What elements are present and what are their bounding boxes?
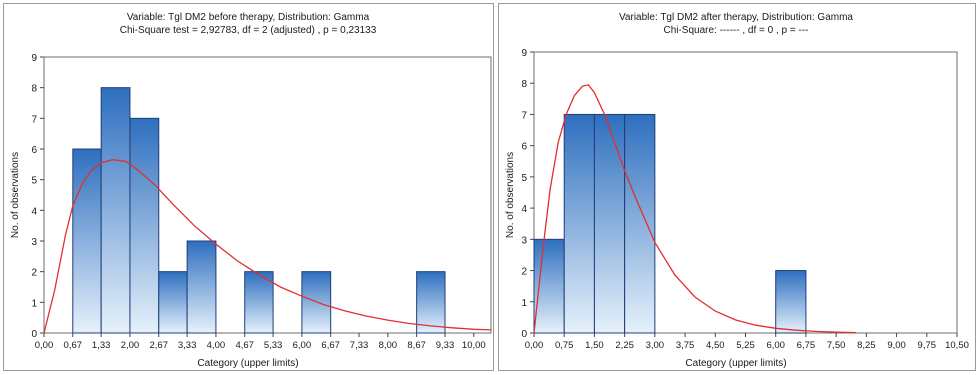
histogram-bar xyxy=(563,113,595,334)
chart-subtitle: Chi-Square: ------ , df = 0 , p = --- xyxy=(663,25,808,36)
y-tick-label: 5 xyxy=(31,176,37,187)
x-tick-label: 7,50 xyxy=(827,340,846,351)
x-tick-label: 4,50 xyxy=(706,340,725,351)
histogram-bar xyxy=(244,271,274,334)
chart-title: Variable: Tgl DM2 after therapy, Distrib… xyxy=(619,12,853,23)
x-tick-label: 5,33 xyxy=(264,340,283,351)
y-tick-label: 1 xyxy=(521,298,527,309)
x-tick-label: 8,00 xyxy=(379,340,398,351)
x-tick-label: 0,00 xyxy=(525,340,544,351)
x-axis-label: Category (upper limits) xyxy=(197,358,298,369)
x-tick-label: 1,33 xyxy=(92,340,111,351)
fitted-gamma-curve xyxy=(533,84,857,334)
x-tick-label: 8,25 xyxy=(857,340,876,351)
x-tick-label: 6,75 xyxy=(797,340,816,351)
y-tick-label: 8 xyxy=(521,79,527,90)
y-tick-label: 9 xyxy=(521,48,527,59)
histogram-bar xyxy=(416,271,446,334)
x-tick-label: 0,67 xyxy=(64,340,83,351)
x-tick-label: 10,50 xyxy=(945,340,969,351)
x-tick-label: 9,75 xyxy=(918,340,937,351)
y-axis-label: No. of observations xyxy=(505,152,516,238)
y-tick-label: 8 xyxy=(31,84,37,95)
x-tick-label: 2,67 xyxy=(150,340,169,351)
histogram-bar xyxy=(624,113,656,334)
x-tick-label: 2,00 xyxy=(121,340,140,351)
y-tick-label: 7 xyxy=(521,110,527,121)
histogram-bar xyxy=(100,87,131,334)
chart-canvas: Variable: Tgl DM2 before therapy, Distri… xyxy=(10,12,492,369)
y-tick-label: 6 xyxy=(521,142,527,153)
y-tick-label: 0 xyxy=(31,329,37,340)
x-tick-label: 6,00 xyxy=(766,340,785,351)
histogram-bar xyxy=(186,240,217,334)
histogram-bar xyxy=(72,148,102,334)
x-tick-label: 6,00 xyxy=(293,340,312,351)
y-tick-label: 4 xyxy=(31,206,37,217)
fitted-gamma-curve xyxy=(43,159,492,334)
histogram-bar xyxy=(129,117,160,334)
x-tick-label: 4,67 xyxy=(235,340,254,351)
histogram-before-therapy: Variable: Tgl DM2 before therapy, Distri… xyxy=(3,3,494,371)
x-tick-label: 0,00 xyxy=(35,340,54,351)
y-tick-label: 2 xyxy=(521,267,527,278)
y-tick-label: 7 xyxy=(31,114,37,125)
y-axis-label: No. of observations xyxy=(10,152,21,238)
x-tick-label: 3,75 xyxy=(676,340,695,351)
y-tick-label: 3 xyxy=(521,235,527,246)
x-tick-label: 9,33 xyxy=(436,340,455,351)
y-tick-label: 5 xyxy=(521,173,527,184)
y-tick-label: 6 xyxy=(31,145,37,156)
x-tick-label: 10,00 xyxy=(462,340,486,351)
histogram-bar xyxy=(593,113,626,334)
histogram-bar xyxy=(775,270,807,334)
y-tick-label: 2 xyxy=(31,268,37,279)
x-tick-label: 1,50 xyxy=(585,340,604,351)
histogram-after-therapy: Variable: Tgl DM2 after therapy, Distrib… xyxy=(498,3,976,371)
x-tick-label: 9,00 xyxy=(887,340,906,351)
x-tick-label: 3,33 xyxy=(178,340,197,351)
y-tick-label: 3 xyxy=(31,237,37,248)
y-tick-label: 1 xyxy=(31,298,37,309)
y-tick-label: 4 xyxy=(521,204,527,215)
x-tick-label: 2,25 xyxy=(615,340,634,351)
histogram-bar xyxy=(158,271,188,334)
x-tick-label: 6,67 xyxy=(321,340,340,351)
x-tick-label: 0,75 xyxy=(555,340,574,351)
x-tick-label: 5,25 xyxy=(736,340,755,351)
x-tick-label: 7,33 xyxy=(350,340,369,351)
x-axis-label: Category (upper limits) xyxy=(685,358,786,369)
x-tick-label: 4,00 xyxy=(207,340,226,351)
y-tick-label: 9 xyxy=(31,53,37,64)
x-tick-label: 3,00 xyxy=(646,340,665,351)
chart-canvas: Variable: Tgl DM2 after therapy, Distrib… xyxy=(505,12,969,369)
x-tick-label: 8,67 xyxy=(407,340,426,351)
chart-title: Variable: Tgl DM2 before therapy, Distri… xyxy=(127,12,370,23)
chart-subtitle: Chi-Square test = 2,92783, df = 2 (adjus… xyxy=(120,25,377,36)
y-tick-label: 0 xyxy=(521,329,527,340)
